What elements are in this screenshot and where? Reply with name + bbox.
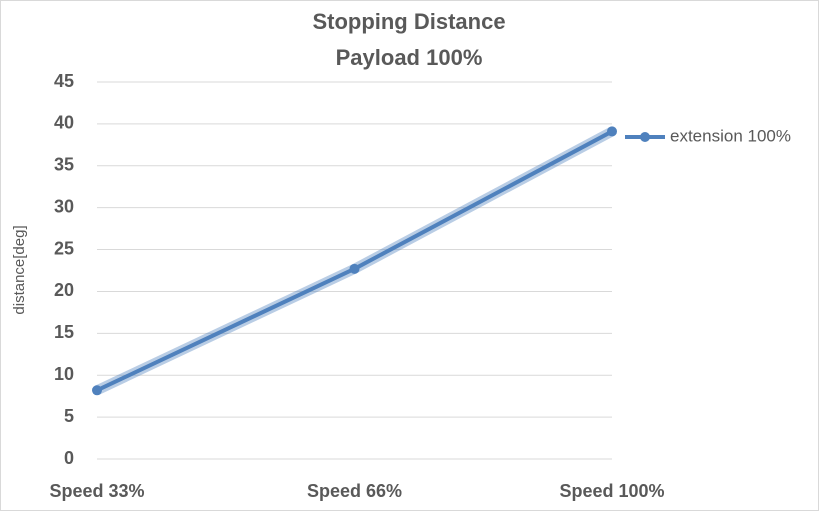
legend-marker: [640, 132, 650, 142]
chart-title: Stopping Distance: [312, 9, 505, 34]
y-tick-label: 45: [54, 71, 74, 91]
point: [349, 263, 360, 274]
x-tick-label: Speed 33%: [49, 481, 144, 501]
y-tick-label: 25: [54, 238, 74, 258]
y-tick-label: 40: [54, 113, 74, 133]
y-tick-label: 35: [54, 155, 74, 175]
y-tick-label: 15: [54, 322, 74, 342]
chart-subtitle: Payload 100%: [336, 45, 483, 70]
x-tick-label: Speed 100%: [559, 481, 664, 501]
y-axis-label: distance[deg]: [11, 225, 28, 314]
y-tick-label: 10: [54, 364, 74, 384]
y-tick-label: 0: [64, 448, 74, 468]
y-tick-label: 20: [54, 280, 74, 300]
point: [607, 126, 617, 137]
y-tick-label: 30: [54, 196, 74, 216]
point: [92, 385, 102, 396]
legend-label: extension 100%: [670, 126, 791, 145]
x-tick-label: Speed 66%: [307, 481, 402, 501]
y-tick-label: 5: [64, 406, 74, 426]
